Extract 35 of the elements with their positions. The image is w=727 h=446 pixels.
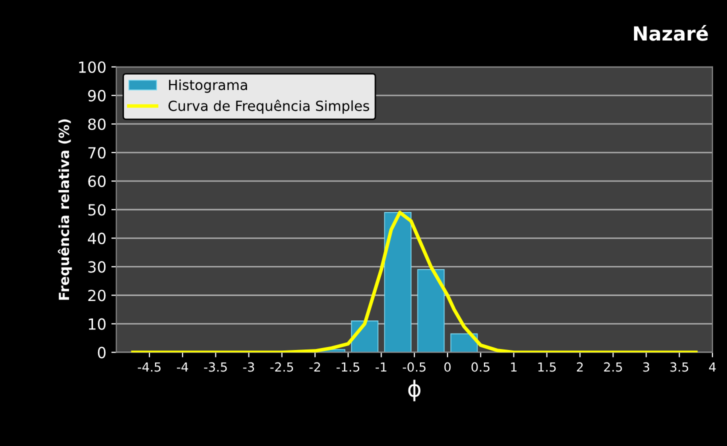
y-tick-label: 0 bbox=[98, 346, 106, 358]
x-tick-label: -0.5 bbox=[402, 362, 426, 372]
y-tick-label: 80 bbox=[88, 118, 106, 130]
y-tick-label: 90 bbox=[88, 90, 106, 102]
y-tick-label: 10 bbox=[88, 318, 106, 330]
line-series bbox=[131, 210, 698, 352]
x-tick-label: 3 bbox=[643, 362, 650, 372]
x-tick-label: 2.5 bbox=[604, 362, 622, 372]
y-tick-label: 70 bbox=[88, 146, 106, 159]
y-tick-label: 30 bbox=[88, 261, 106, 273]
x-tick-label: -4.5 bbox=[138, 362, 161, 372]
x-tick-label: 0.5 bbox=[472, 362, 490, 372]
x-tick-label: 0 bbox=[444, 362, 451, 372]
x-tick-label: 1 bbox=[511, 362, 517, 372]
x-axis-title: ϕ bbox=[408, 380, 420, 402]
x-tick-label: 3.5 bbox=[670, 362, 688, 372]
x-tick-label: 2 bbox=[576, 362, 583, 372]
x-tick-label: -2.5 bbox=[270, 362, 294, 372]
legend-label: Curva de Frequência Simples bbox=[168, 100, 370, 114]
y-tick-label: 20 bbox=[88, 290, 106, 302]
x-tick-label: -1.5 bbox=[336, 362, 360, 372]
chart-title: Nazaré bbox=[634, 25, 708, 41]
y-tick-label: 50 bbox=[88, 204, 106, 216]
x-tick-label: -1 bbox=[376, 362, 386, 372]
y-tick-label: 40 bbox=[88, 232, 106, 244]
x-tick-label: 4 bbox=[709, 362, 716, 372]
legend-label: Histograma bbox=[169, 79, 248, 93]
x-tick-label: 1.5 bbox=[538, 362, 556, 372]
x-tick-label: -4 bbox=[176, 362, 188, 372]
y-axis-title: Frequência relativa (%) bbox=[58, 119, 72, 300]
x-tick-label: -3.5 bbox=[204, 362, 227, 372]
x-tick-label: -2 bbox=[309, 362, 320, 372]
y-tick-label: 100 bbox=[79, 61, 106, 73]
y-tick-label: 60 bbox=[88, 176, 106, 188]
x-tick-label: -3 bbox=[243, 362, 254, 372]
